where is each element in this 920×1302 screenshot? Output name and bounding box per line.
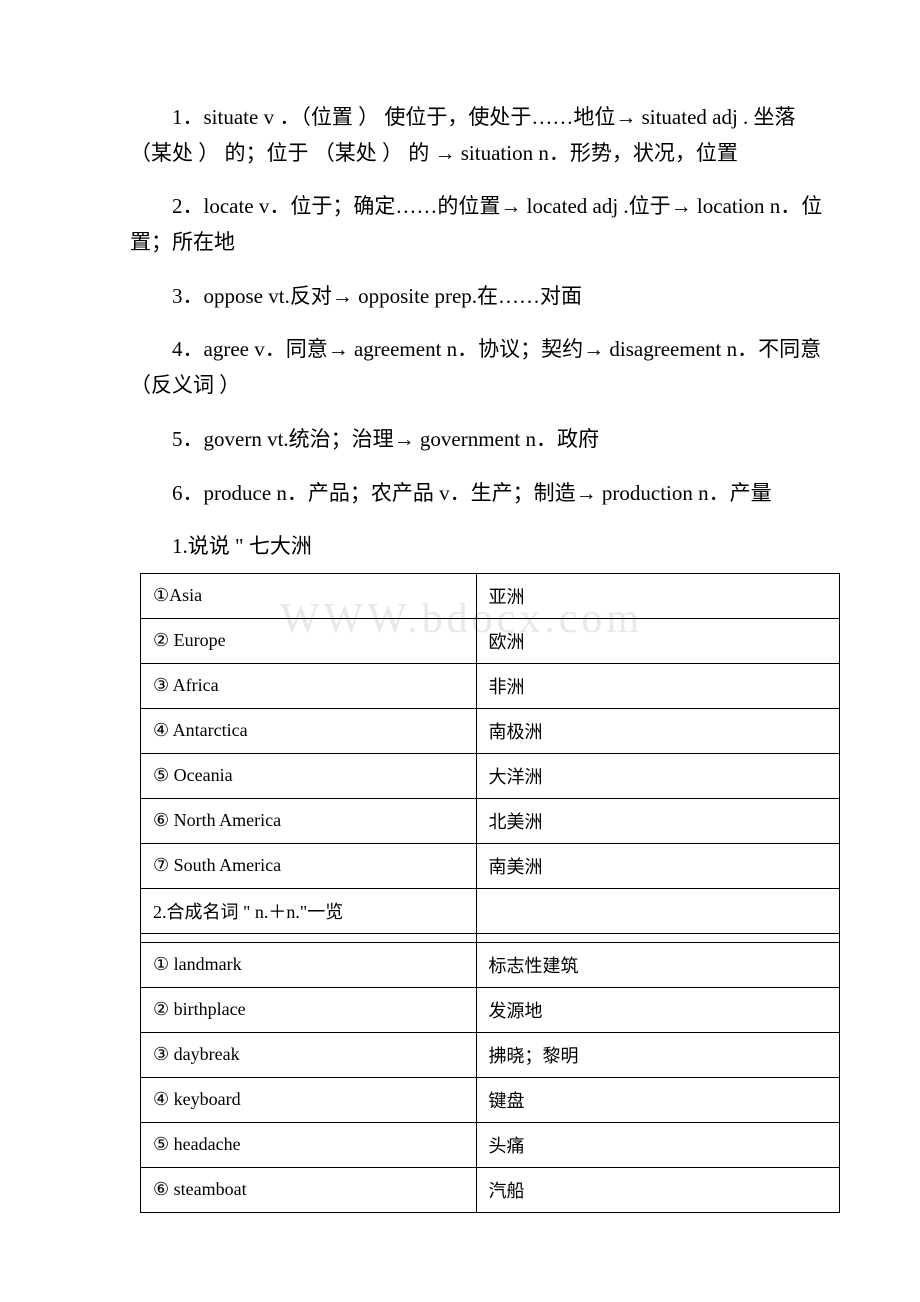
- table-row: ⑥ steamboat 汽船: [141, 1167, 840, 1212]
- table-cell: 欧洲: [476, 618, 839, 663]
- table-cell: ③ daybreak: [141, 1032, 477, 1077]
- table-row: ④ Antarctica 南极洲: [141, 708, 840, 753]
- table-cell: ③ Africa: [141, 663, 477, 708]
- table-cell: 北美洲: [476, 798, 839, 843]
- vocab-item-5: 5．govern vt.统治；治理→ government n．政府: [130, 422, 830, 458]
- table-cell: ⑦ South America: [141, 843, 477, 888]
- table-cell: ⑥ North America: [141, 798, 477, 843]
- table-row: ③ Africa 非洲: [141, 663, 840, 708]
- table-row: ⑤ Oceania 大洋洲: [141, 753, 840, 798]
- vocab-item-6: 6．produce n．产品；农产品 v．生产；制造→ production n…: [130, 476, 830, 512]
- table-row: ⑥ North America 北美洲: [141, 798, 840, 843]
- section2-heading-row: 2.合成名词 " n.＋n."一览: [141, 888, 840, 933]
- vocab-item-4: 4．agree v．同意→ agreement n．协议；契约→ disagre…: [130, 332, 830, 403]
- continents-table: ①Asia 亚洲 ② Europe 欧洲 ③ Africa 非洲 ④ Antar…: [140, 573, 840, 1213]
- section1-heading: 1.说说 " 七大洲: [130, 529, 830, 565]
- table-cell: 键盘: [476, 1077, 839, 1122]
- table-cell: 汽船: [476, 1167, 839, 1212]
- table-row: ② birthplace 发源地: [141, 987, 840, 1032]
- table-cell: ⑤ headache: [141, 1122, 477, 1167]
- vocab-item-3: 3．oppose vt.反对→ opposite prep.在……对面: [130, 279, 830, 315]
- table-cell: ② birthplace: [141, 987, 477, 1032]
- table-heading-cell: 2.合成名词 " n.＋n."一览: [141, 888, 477, 933]
- table-cell: ①Asia: [141, 573, 477, 618]
- spacer-row: [141, 933, 840, 942]
- table-row: ④ keyboard 键盘: [141, 1077, 840, 1122]
- table-cell: [476, 933, 839, 942]
- table-cell: 南极洲: [476, 708, 839, 753]
- table-cell: 大洋洲: [476, 753, 839, 798]
- table-row: ⑤ headache 头痛: [141, 1122, 840, 1167]
- table-cell: ② Europe: [141, 618, 477, 663]
- table-cell: 拂晓；黎明: [476, 1032, 839, 1077]
- table-cell: ④ keyboard: [141, 1077, 477, 1122]
- table-cell: 非洲: [476, 663, 839, 708]
- vocab-item-2: 2．locate v．位于；确定……的位置→ located adj .位于→ …: [130, 189, 830, 260]
- table-cell: 发源地: [476, 987, 839, 1032]
- table-row: ①Asia 亚洲: [141, 573, 840, 618]
- table-cell: 头痛: [476, 1122, 839, 1167]
- document-content: 1．situate v ．（位置 ） 使位于，使处于……地位→ situated…: [130, 100, 830, 1213]
- table-row: ⑦ South America 南美洲: [141, 843, 840, 888]
- table-cell: ④ Antarctica: [141, 708, 477, 753]
- table-row: ① landmark 标志性建筑: [141, 942, 840, 987]
- table-cell: 标志性建筑: [476, 942, 839, 987]
- table-cell: [476, 888, 839, 933]
- table-cell: ⑤ Oceania: [141, 753, 477, 798]
- vocab-item-1: 1．situate v ．（位置 ） 使位于，使处于……地位→ situated…: [130, 100, 830, 171]
- table-cell: 南美洲: [476, 843, 839, 888]
- table-row: ③ daybreak 拂晓；黎明: [141, 1032, 840, 1077]
- table-cell: ⑥ steamboat: [141, 1167, 477, 1212]
- table-cell: 亚洲: [476, 573, 839, 618]
- table-cell: [141, 933, 477, 942]
- table-row: ② Europe 欧洲: [141, 618, 840, 663]
- table-cell: ① landmark: [141, 942, 477, 987]
